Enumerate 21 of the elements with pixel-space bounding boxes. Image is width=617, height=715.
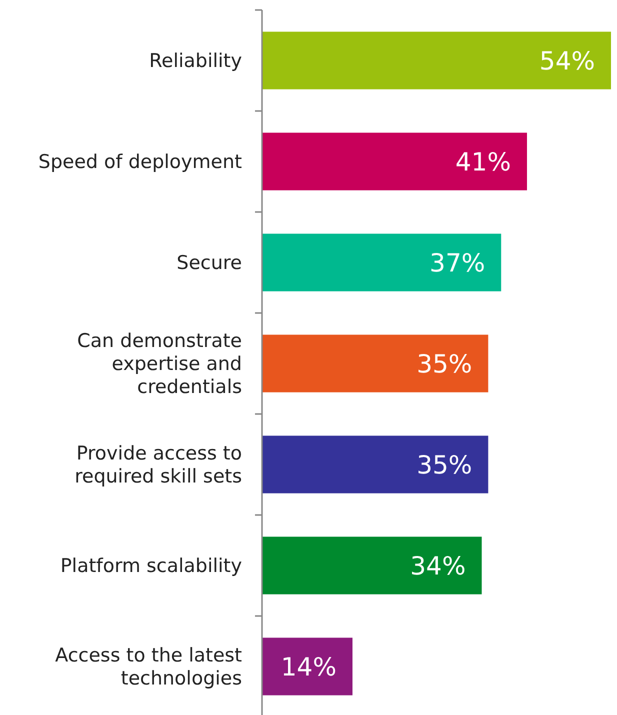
bar [262,436,488,494]
bar [262,334,488,392]
y-tick-label: Platform scalability [60,555,242,578]
y-tick-label: Can demonstrate expertise and credentials [77,330,242,398]
data-label: 14% [280,652,336,682]
bar [262,536,482,594]
y-tick-label: Reliability [149,50,242,72]
data-label: 54% [539,46,595,76]
y-tick-label: Secure [176,252,242,274]
bar [262,132,527,190]
y-tick-label: Access to the latest technologies [55,644,242,690]
bar [262,32,611,90]
data-label: 35% [416,349,472,378]
data-label: 41% [455,147,511,176]
bar [262,638,352,696]
data-label: 35% [416,450,472,480]
data-label: 34% [410,551,466,580]
y-tick-label: Speed of deployment [38,151,242,174]
y-tick-label: Provide access to required skill sets [74,442,242,488]
data-label: 37% [430,248,486,278]
bar [262,234,502,292]
